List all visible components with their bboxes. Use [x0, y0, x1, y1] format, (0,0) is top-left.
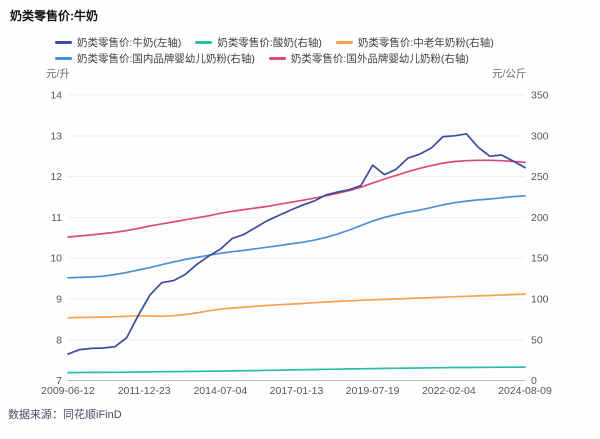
data-source-note: 数据来源：同花顺iFinD	[8, 409, 122, 421]
series-line-senior-milk-powder	[67, 293, 526, 319]
legend-line-marker-icon	[335, 40, 353, 44]
series-line-yogurt	[67, 366, 526, 374]
legend-item-senior-milk-powder[interactable]: 奶类零售价:中老年奶粉(右轴)	[335, 35, 494, 50]
x-axis-tick-label: 2024-08-09	[498, 385, 552, 397]
right-axis-tick-label: 150	[531, 253, 549, 265]
x-axis-tick-label: 2014-07-04	[193, 385, 247, 397]
left-axis-tick-label: 12	[50, 171, 62, 183]
x-axis-tick-label: 2022-02-04	[422, 385, 476, 397]
x-axis-tick-label: 2017-01-13	[270, 385, 324, 397]
legend: 奶类零售价:牛奶(左轴) 奶类零售价:酸奶(右轴) 奶类零售价:中老年奶粉(右轴…	[55, 34, 494, 66]
right-axis-tick-label: 0	[531, 375, 537, 387]
legend-label: 奶类零售价:国外品牌婴幼儿奶粉(右轴)	[290, 52, 469, 65]
legend-row-2: 奶类零售价:国内品牌婴幼儿奶粉(右轴) 奶类零售价:国外品牌婴幼儿奶粉(右轴)	[55, 50, 494, 66]
left-axis-tick-label: 13	[50, 130, 62, 142]
legend-label: 奶类零售价:中老年奶粉(右轴)	[357, 36, 494, 49]
legend-line-marker-icon	[55, 40, 72, 44]
right-axis-tick-label: 350	[531, 90, 549, 102]
right-axis-tick-label: 100	[531, 294, 549, 306]
left-axis-tick-label: 10	[50, 253, 62, 265]
chart-title: 奶类零售价:牛奶	[10, 9, 98, 23]
left-axis-tick-label: 8	[56, 334, 62, 346]
left-axis-tick-label: 9	[56, 294, 62, 306]
legend-row-1: 奶类零售价:牛奶(左轴) 奶类零售价:酸奶(右轴) 奶类零售价:中老年奶粉(右轴…	[55, 34, 494, 50]
right-axis-tick-label: 50	[531, 334, 543, 346]
series-line-domestic-infant-formula	[67, 194, 526, 279]
left-axis-tick-label: 14	[50, 90, 62, 102]
series-line-foreign-infant-formula	[67, 159, 526, 238]
legend-item-foreign-infant-formula[interactable]: 奶类零售价:国外品牌婴幼儿奶粉(右轴)	[268, 51, 469, 66]
legend-item-milk[interactable]: 奶类零售价:牛奶(左轴)	[55, 35, 181, 50]
legend-label: 奶类零售价:酸奶(右轴)	[217, 36, 322, 49]
series-line-milk	[67, 132, 526, 355]
x-axis-tick-label: 2019-07-19	[346, 385, 400, 397]
legend-label: 奶类零售价:国内品牌婴幼儿奶粉(右轴)	[77, 52, 255, 65]
left-axis-tick-label: 7	[56, 375, 62, 387]
x-axis-tick-label: 2011-12-23	[118, 385, 171, 397]
left-axis-tick-label: 11	[51, 212, 62, 224]
right-axis-tick-label: 300	[531, 130, 549, 142]
legend-line-marker-icon	[195, 40, 213, 44]
x-axis-tick-label: 2009-06-12	[41, 385, 95, 397]
price-line-chart: 14 350 13 300 12 250 11 200 10 150 9 100 8 50 7 0 2009-0…	[41, 90, 552, 398]
legend-item-domestic-infant-formula[interactable]: 奶类零售价:国内品牌婴幼儿奶粉(右轴)	[55, 51, 255, 66]
legend-line-marker-icon	[268, 56, 286, 60]
left-axis-unit-label: 元/升	[46, 68, 70, 80]
right-axis-tick-label: 250	[531, 171, 549, 183]
legend-item-yogurt[interactable]: 奶类零售价:酸奶(右轴)	[195, 35, 322, 50]
legend-label: 奶类零售价:牛奶(左轴)	[77, 36, 182, 49]
right-axis-tick-label: 200	[531, 212, 549, 224]
right-axis-unit-label: 元/公斤	[492, 68, 527, 80]
legend-line-marker-icon	[55, 56, 72, 60]
